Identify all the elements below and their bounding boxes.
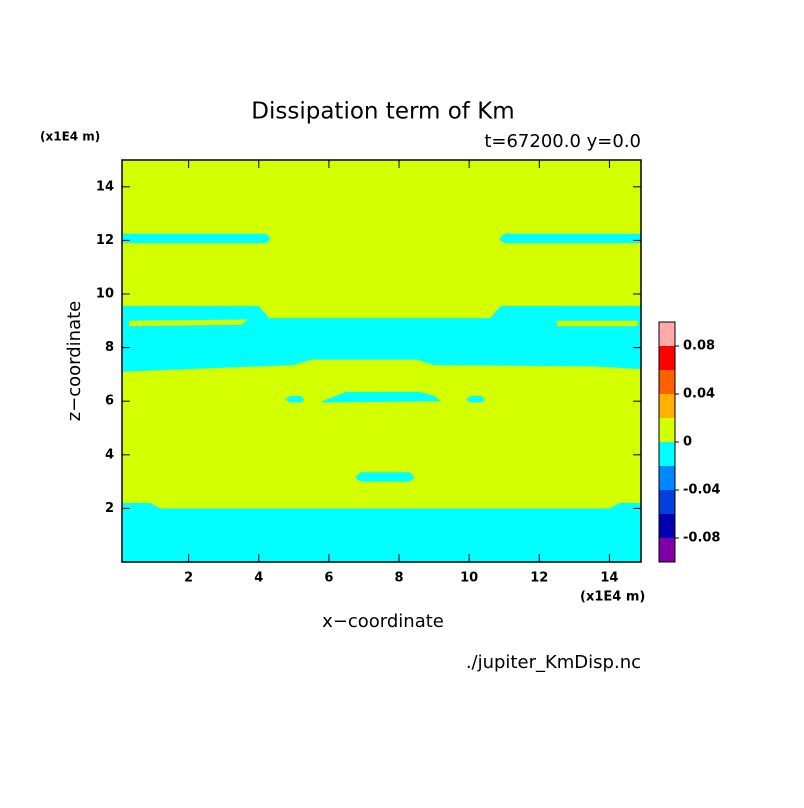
contour-region — [285, 395, 305, 403]
contour-region — [122, 233, 272, 244]
contour-region — [556, 320, 638, 327]
contour-region — [122, 503, 641, 562]
colorbar-segment — [659, 538, 675, 562]
colorbar-segment — [659, 514, 675, 538]
plot-frame — [121, 159, 642, 563]
x-tick-label: 12 — [530, 571, 548, 586]
colorbar-segment — [659, 370, 675, 394]
y-tick-label: 10 — [96, 287, 114, 302]
x-tick-label: 8 — [395, 571, 404, 586]
contour-region — [355, 472, 415, 482]
contour-region — [122, 306, 641, 372]
footer: ./jupiter_KmDisp.nc — [466, 652, 641, 673]
y-tick-label: 12 — [96, 233, 114, 248]
colorbar-segment — [659, 466, 675, 490]
y-tick-label: 4 — [105, 447, 114, 462]
colorbar-segment — [659, 322, 675, 346]
x-tick-label: 10 — [460, 571, 478, 586]
y-tick-label: 8 — [105, 340, 114, 355]
contour-region — [129, 319, 249, 327]
x-tick-label: 2 — [184, 571, 193, 586]
chart-subtitle: t=67200.0 y=0.0 — [484, 131, 641, 152]
contour-region — [498, 233, 641, 244]
y-tick-label: 2 — [105, 501, 114, 516]
contour-region — [465, 395, 485, 403]
y-tick-label: 6 — [105, 394, 114, 409]
y-unit: (x1E4 m) — [40, 130, 100, 144]
contour-region — [321, 391, 442, 403]
colorbar-segment — [659, 418, 675, 442]
y-axis-label: z−coordinate — [64, 301, 85, 422]
x-unit: (x1E4 m) — [580, 590, 645, 605]
colorbar-tick-label: -0.04 — [683, 483, 720, 498]
x-tick-label: 14 — [600, 571, 618, 586]
colorbar-tick-label: -0.08 — [683, 531, 720, 546]
colorbar-segment — [659, 394, 675, 418]
chart-title: Dissipation term of Km — [251, 99, 514, 125]
x-tick-label: 4 — [254, 571, 263, 586]
colorbar-tick-label: 0 — [683, 435, 692, 450]
y-tick-label: 14 — [96, 179, 114, 194]
colorbar-segment — [659, 490, 675, 514]
colorbar-segment — [659, 346, 675, 370]
x-axis-label: x−coordinate — [322, 611, 444, 632]
x-tick-label: 6 — [324, 571, 333, 586]
colorbar-tick-label: 0.08 — [683, 339, 715, 354]
colorbar-segment — [659, 442, 675, 466]
colorbar-tick-label: 0.04 — [683, 387, 715, 402]
